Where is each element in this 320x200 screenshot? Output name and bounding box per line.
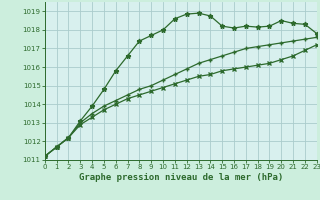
X-axis label: Graphe pression niveau de la mer (hPa): Graphe pression niveau de la mer (hPa): [79, 173, 283, 182]
